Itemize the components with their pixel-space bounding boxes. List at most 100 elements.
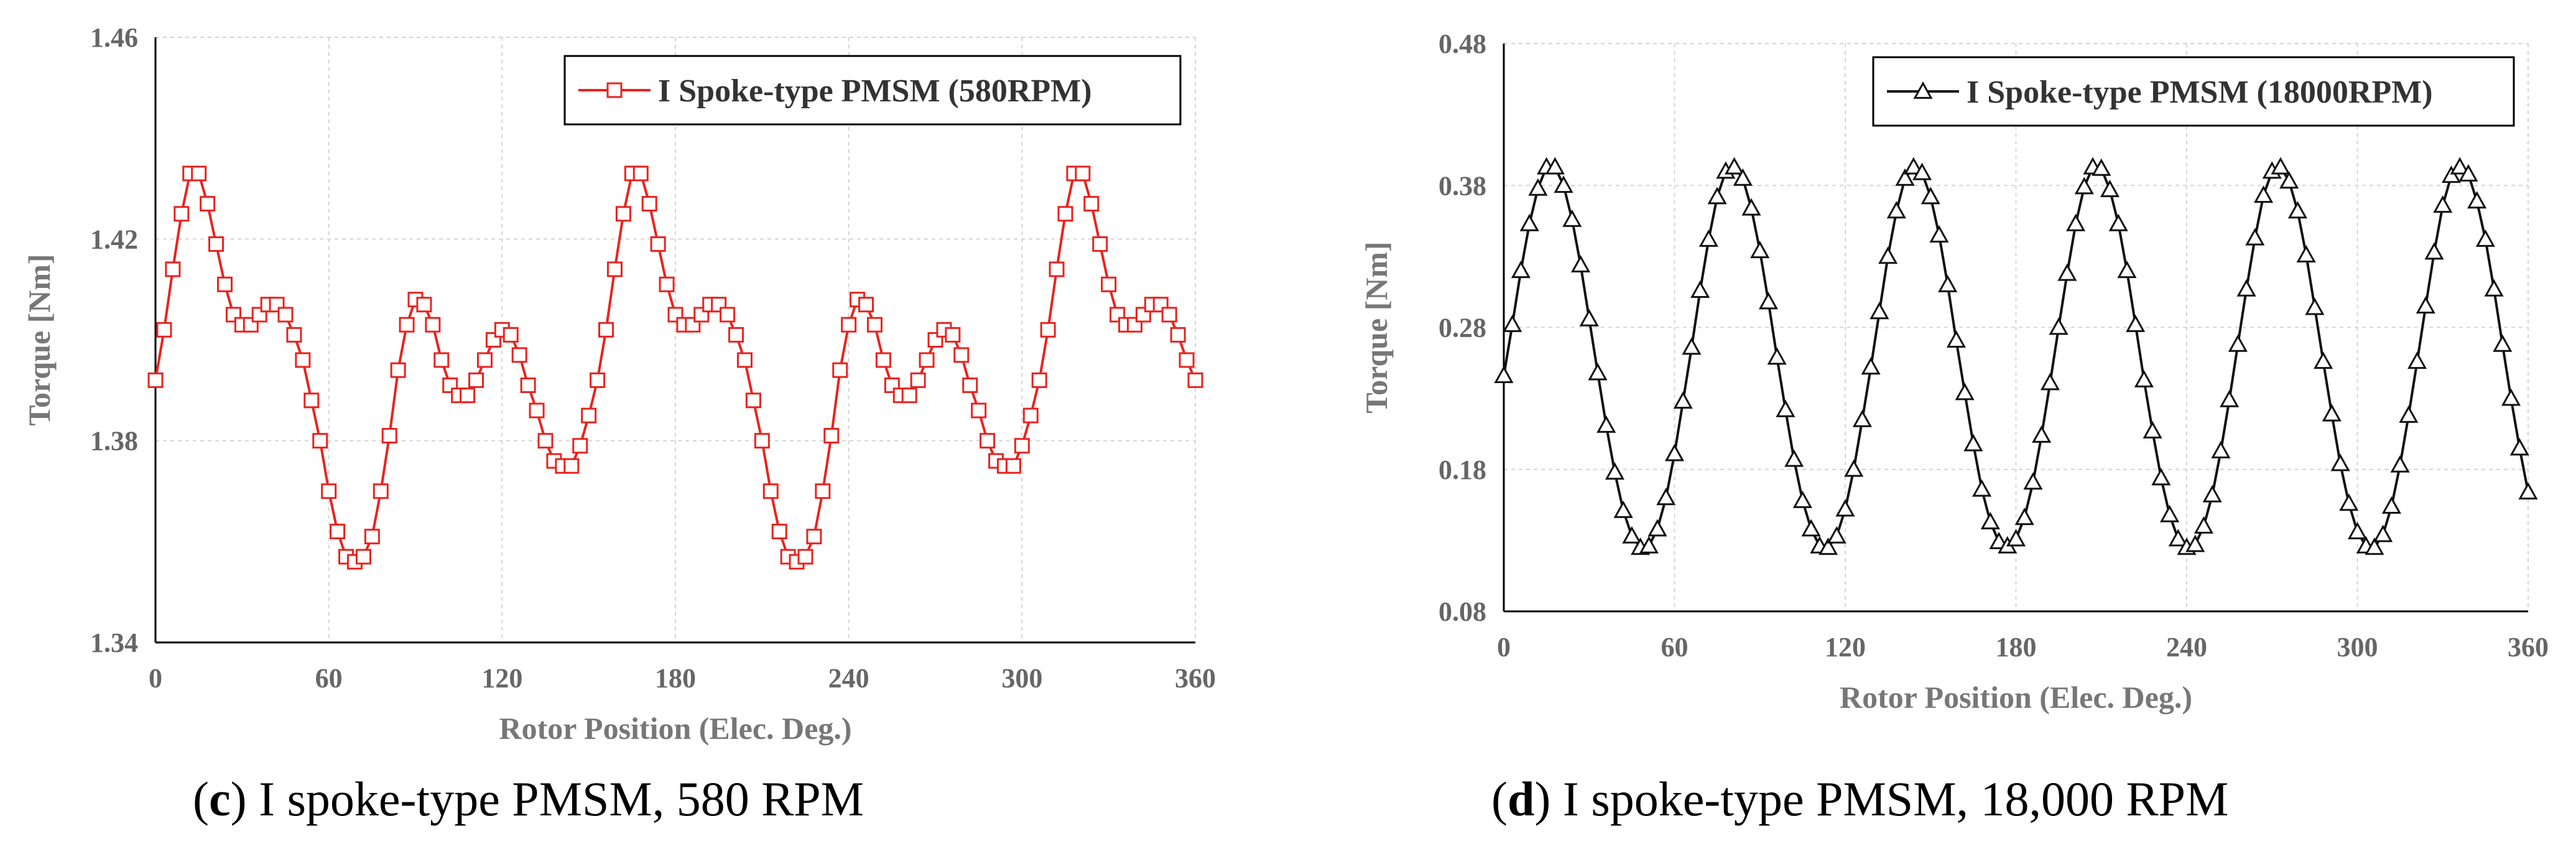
data-point [1784,449,1804,467]
data-point [2390,455,2410,473]
data-point [2023,472,2043,490]
data-point [2245,228,2265,246]
data-point [1083,196,1100,212]
data-point [1664,443,1685,461]
data-point [1187,372,1203,388]
data-point [2185,534,2205,552]
data-point [312,433,328,449]
data-point [200,196,216,212]
data-point [2441,165,2462,183]
data-point [841,317,857,333]
data-point [208,236,225,252]
data-point [1963,433,1983,452]
data-point [728,327,744,343]
data-point [433,352,450,368]
data-point [2518,482,2538,500]
data-point [762,483,779,499]
data-point [529,402,545,419]
data-point [1092,236,1108,252]
data-point [2458,164,2478,182]
x-tick-label: 60 [315,663,343,693]
data-point [815,483,831,499]
data-point [1682,337,1702,355]
data-point [2253,185,2274,203]
caption-c: (c) I spoke-type PMSM, 580 RPM [193,772,864,826]
torque-chart-580rpm: 0 60 120 180 240 300 360 1.34 1.38 1.42 1.46 Rotor … [22,22,1216,746]
data-point [416,297,432,313]
data-point [823,428,840,444]
data-point [736,352,753,368]
data-point [1031,372,1047,388]
data-point [2066,213,2086,231]
x-tick-label: 0 [1497,632,1511,662]
data-point [1895,168,1915,186]
data-point [1818,537,1838,555]
data-point [771,524,787,540]
data-point [2049,317,2069,335]
data-point [659,276,675,292]
x-tick-label: 300 [1001,663,1042,693]
data-point [520,377,536,393]
data-point [1972,479,1992,497]
data-point [1912,162,1932,180]
y-tick-label: 0.28 [1439,313,1486,343]
x-tick-label: 240 [828,663,869,693]
data-point [503,327,519,343]
data-point [797,549,813,565]
data-point [2509,438,2529,456]
data-point [1801,519,1821,537]
data-point [1519,213,1539,231]
chart-panel-d: 0 60 120 180 240 300 360 0.08 0.18 0.28 0.38 0.48 Ro… [1294,0,2576,859]
data-point [806,529,822,545]
data-point [2100,180,2120,197]
x-tick-label: 180 [655,663,696,693]
data-point [2228,334,2248,352]
x-tick-label: 60 [1661,632,1689,662]
data-point [1545,157,1565,175]
data-point [2160,504,2180,522]
caption-c-text: I spoke-type PMSM, 580 RPM [246,772,864,826]
data-point [2330,453,2350,471]
data-point [641,196,657,212]
data-point [2475,229,2495,247]
data-point [1758,292,1779,310]
data-point [2271,157,2291,175]
data-point [2108,213,2128,231]
data-point [1861,357,1881,375]
plot-area [155,37,1195,642]
data-point [1562,209,1582,227]
data-point [2168,529,2188,547]
data-point [581,407,597,424]
data-point [147,372,164,388]
data-point [1057,206,1073,222]
data-point [2126,314,2146,332]
data-point [1494,366,1514,384]
data-point [971,402,987,419]
data-point [590,372,606,388]
y-tick-label: 1.46 [90,22,138,53]
data-point [832,362,848,378]
data-point [476,352,493,368]
data-point [2287,201,2307,219]
data-point [286,327,302,343]
x-tick-label: 360 [2508,632,2549,662]
data-point [1767,347,1787,365]
data-point [1844,459,1864,477]
data-point [919,352,935,368]
data-point [1622,526,1642,544]
data-point [1707,187,1727,205]
caption-d-letter: d [1507,772,1535,826]
y-tick-label: 1.42 [90,224,138,254]
data-point [858,297,874,313]
data-point [321,483,337,499]
data-point [2339,493,2359,511]
data-point [364,529,380,545]
data-point [156,322,172,338]
data-point [425,317,441,333]
data-point [216,276,233,292]
data-point [2279,171,2299,189]
data-point [537,433,554,449]
data-point [1613,500,1633,518]
data-point [2006,529,2026,547]
data-point [2407,351,2427,369]
